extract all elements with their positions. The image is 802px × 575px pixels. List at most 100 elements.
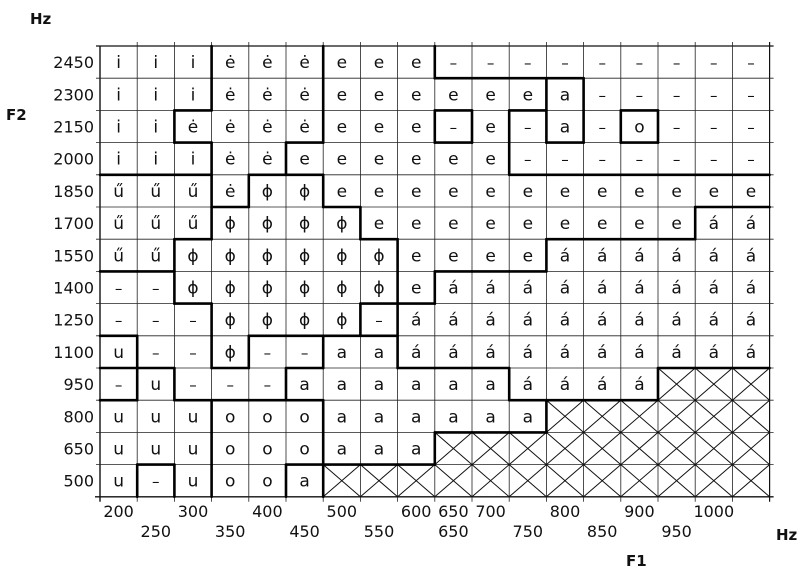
- cell-vowel-label: –: [487, 54, 495, 72]
- cell-vowel-label: á: [597, 375, 607, 395]
- cell-vowel-label: e: [560, 214, 570, 234]
- cell-vowel-label: e: [485, 214, 495, 234]
- cell-vowel-label: e: [709, 182, 719, 202]
- x-tick-label-upper: 650: [438, 502, 469, 521]
- cell-vowel-label: u: [150, 407, 161, 427]
- cell-vowel-label: á: [485, 343, 495, 363]
- cell-vowel-label: á: [709, 311, 719, 331]
- cell-vowel-label: e: [448, 182, 458, 202]
- cell-vowel-label: i: [153, 53, 158, 73]
- cell-vowel-label: ė: [299, 53, 309, 73]
- cell-vowel-label: á: [448, 343, 458, 363]
- cell-vowel-label: u: [113, 472, 124, 492]
- x-tick-label-lower: 650: [438, 522, 469, 541]
- cell-vowel-label: e: [634, 214, 644, 234]
- cell-vowel-label: ű: [150, 182, 161, 202]
- cell-vowel-label: o: [225, 440, 235, 460]
- cell-vowel-label: –: [450, 119, 458, 137]
- cell-vowel-label: e: [374, 85, 384, 105]
- x-tick-label-lower: 450: [289, 522, 320, 541]
- crosshatch-mark: [732, 367, 770, 401]
- crosshatch-mark: [694, 367, 733, 401]
- cell-vowel-label: ű: [188, 182, 199, 202]
- cell-vowel-label: –: [226, 376, 234, 394]
- cell-vowel-label: –: [264, 344, 272, 362]
- x-tick-label-upper: 800: [550, 502, 581, 521]
- y-tick-label: 1850: [53, 182, 94, 201]
- cell-vowel-label: –: [673, 119, 681, 137]
- crosshatch-mark: [360, 464, 398, 498]
- cell-vowel-label: á: [671, 246, 681, 266]
- x-tick-label-upper: 900: [624, 502, 655, 521]
- x-axis-name: F1: [626, 552, 647, 570]
- cell-vowel-label: –: [598, 151, 606, 169]
- crosshatch-mark: [546, 432, 584, 465]
- cell-vowel-label: á: [597, 311, 607, 331]
- cell-vowel-label: –: [301, 344, 309, 362]
- cell-vowel-label: á: [411, 343, 421, 363]
- cell-vowel-label: ė: [262, 85, 272, 105]
- cell-vowel-label: á: [671, 343, 681, 363]
- cell-vowel-label: á: [597, 246, 607, 266]
- crosshatch-mark: [546, 399, 584, 433]
- cell-vowel-label: ė: [225, 53, 235, 73]
- cell-vowel-label: ű: [113, 214, 124, 234]
- cell-vowel-label: e: [671, 214, 681, 234]
- cell-vowel-label: e: [560, 182, 570, 202]
- y-tick-label: 1700: [53, 214, 94, 233]
- cell-vowel-label: –: [152, 280, 160, 298]
- cell-vowel-label: e: [485, 85, 495, 105]
- cell-vowel-label: e: [337, 85, 347, 105]
- cell-vowel-label: o: [225, 472, 235, 492]
- cell-vowel-label: u: [188, 472, 199, 492]
- cell-vowel-label: –: [673, 86, 681, 104]
- cell-vowel-label: –: [524, 119, 532, 137]
- cell-vowel-label: á: [560, 343, 570, 363]
- crosshatch-mark: [620, 399, 659, 433]
- cell-vowel-label: –: [636, 151, 644, 169]
- crosshatch-mark: [471, 464, 510, 498]
- cell-vowel-label: e: [485, 150, 495, 170]
- cell-vowel-label: ė: [225, 182, 235, 202]
- crosshatch-mark: [397, 464, 436, 498]
- cell-vowel-label: á: [411, 311, 421, 331]
- cell-vowel-label: ė: [262, 118, 272, 138]
- cell-vowel-label: i: [116, 53, 121, 73]
- x-tick-label-lower: 950: [661, 522, 692, 541]
- cell-vowel-label: á: [634, 343, 644, 363]
- crosshatch-mark: [434, 432, 473, 465]
- cell-vowel-label: a: [374, 407, 384, 427]
- cell-vowel-label: á: [709, 279, 719, 299]
- cell-vowel-label: –: [636, 54, 644, 72]
- x-tick-label-upper: 500: [327, 502, 358, 521]
- cell-vowel-label: á: [597, 279, 607, 299]
- crosshatch-mark: [694, 464, 733, 498]
- crosshatch-mark: [694, 432, 733, 465]
- cell-vowel-label: a: [337, 343, 347, 363]
- crosshatch-mark: [583, 399, 622, 433]
- cell-vowel-label: ɸ: [187, 279, 198, 299]
- y-tick-label: 650: [63, 440, 94, 459]
- cell-vowel-label: ɸ: [225, 214, 236, 234]
- cell-vowel-label: ű: [150, 214, 161, 234]
- cell-vowel-label: o: [299, 407, 309, 427]
- crosshatch-mark: [471, 432, 510, 465]
- crosshatch-mark: [657, 399, 696, 433]
- cell-vowel-label: e: [597, 214, 607, 234]
- cell-vowel-label: –: [710, 151, 718, 169]
- cell-vowel-label: á: [560, 311, 570, 331]
- cell-vowel-label: ɸ: [299, 214, 310, 234]
- cell-vowel-label: e: [523, 182, 533, 202]
- cell-vowel-label: –: [598, 119, 606, 137]
- cell-vowel-label: –: [561, 54, 569, 72]
- x-tick-label-upper: 400: [252, 502, 283, 521]
- cell-vowel-label: a: [411, 375, 421, 395]
- cell-vowel-label: –: [450, 54, 458, 72]
- cell-vowel-label: e: [448, 214, 458, 234]
- cell-vowel-label: e: [337, 150, 347, 170]
- cell-vowel-label: i: [116, 85, 121, 105]
- cell-vowel-label: a: [337, 407, 347, 427]
- crosshatch-mark: [583, 464, 622, 498]
